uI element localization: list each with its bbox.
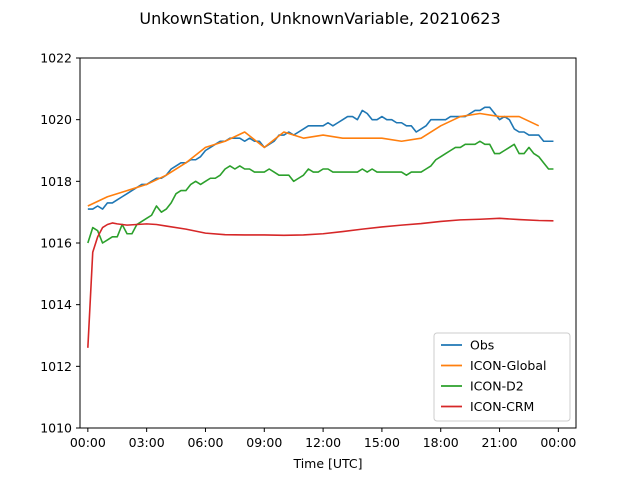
- y-tick-label: 1014: [40, 297, 72, 312]
- x-tick-label: 00:00: [540, 435, 576, 450]
- legend-label: ICON-CRM: [470, 399, 534, 414]
- plot-area: [87, 106, 554, 348]
- series-line-icon-global: [87, 112, 540, 207]
- legend-label: ICON-D2: [470, 379, 524, 394]
- y-tick-label: 1022: [40, 51, 72, 66]
- y-tick-label: 1016: [40, 236, 72, 251]
- y-tick-label: 1020: [40, 112, 72, 127]
- y-tick-label: 1010: [40, 421, 72, 436]
- x-axis-label: Time [UTC]: [292, 456, 362, 471]
- x-axis: 00:00 03:00 06:00 09:00 12:00 15:00 18:00 21:00…: [70, 428, 576, 450]
- x-tick-label: 18:00: [423, 435, 459, 450]
- legend-label: ICON-Global: [470, 358, 546, 373]
- legend-label: Obs: [470, 338, 494, 353]
- x-tick-label: 06:00: [187, 435, 223, 450]
- legend: Obs ICON-Global ICON-D2 ICON-CRM: [433, 332, 571, 422]
- series-line-icon-crm: [87, 217, 554, 348]
- series-line-obs: [87, 106, 554, 210]
- x-tick-label: 15:00: [364, 435, 400, 450]
- chart-title: UnkownStation, UnknownVariable, 20210623: [139, 9, 500, 28]
- series-line-icon-d2: [87, 140, 554, 244]
- x-tick-label: 09:00: [246, 435, 282, 450]
- y-tick-label: 1012: [40, 359, 72, 374]
- y-tick-label: 1018: [40, 174, 72, 189]
- x-tick-label: 12:00: [305, 435, 341, 450]
- plot-frame: [79, 57, 577, 429]
- y-axis: 1010 1012 1014 1016 1018 1020 1022: [40, 51, 80, 436]
- x-tick-label: 21:00: [482, 435, 518, 450]
- x-tick-label: 03:00: [129, 435, 165, 450]
- legend-box: [433, 332, 571, 422]
- x-tick-label: 00:00: [70, 435, 106, 450]
